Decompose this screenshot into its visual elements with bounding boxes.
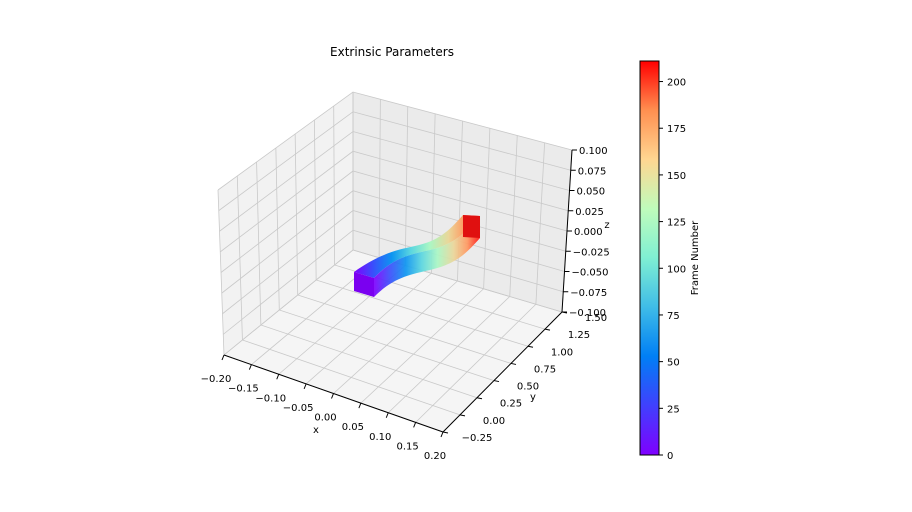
z-tick-label: −0.100 [569, 308, 606, 319]
colorbar-tick-label: 75 [667, 311, 680, 322]
z-grid-line [223, 249, 563, 356]
y-tick-label: 0.75 [534, 364, 556, 375]
colorbar-gradient [640, 61, 659, 455]
z-grid-line [222, 229, 564, 335]
y-axis-line [442, 311, 563, 433]
colorbar-tick-label: 25 [667, 404, 680, 415]
y-tick-mark [476, 397, 483, 400]
z-axis-label: z [604, 220, 609, 231]
y-axis-label: y [530, 392, 536, 403]
z-grid-line [220, 170, 568, 273]
y-axis-ticks: −0.25 0.00 0.25 0.50 0.75 1.00 1.25 1.50 [442, 311, 607, 444]
y-tick-label: 1.25 [568, 330, 590, 341]
z-grid-line [222, 210, 565, 315]
z-tick-label: −0.025 [573, 247, 610, 258]
z-grid-line [221, 190, 566, 294]
z-grid-line [219, 131, 570, 232]
x-tick-label: 0.00 [314, 413, 336, 424]
y-tick-mark [527, 345, 534, 348]
y-tick-label: 1.00 [551, 347, 573, 358]
colorbar-tick-label: 0 [667, 451, 673, 462]
colorbar-tick-label: 200 [667, 78, 686, 89]
x-tick-mark [413, 422, 417, 428]
colorbar-label: Frame Number [690, 220, 701, 295]
y-tick-mark [493, 380, 500, 383]
x-tick-mark [331, 393, 334, 399]
z-tick-label: 0.025 [575, 207, 604, 218]
z-tick-label: 0.050 [577, 187, 606, 198]
y-tick-label: 0.00 [483, 416, 505, 427]
x-tick-label: 0.05 [342, 422, 364, 433]
y-tick-label: 0.50 [517, 382, 539, 393]
colorbar-tick-label: 50 [667, 358, 680, 369]
floor-pane [224, 250, 562, 432]
y-tick-label: −0.25 [462, 433, 493, 444]
z-grid-line [218, 111, 571, 211]
colorbar-tick-label: 100 [667, 264, 686, 275]
y-tick-mark [442, 431, 449, 434]
x-tick-label: 0.20 [424, 451, 446, 462]
x-tick-mark [221, 354, 225, 361]
colorbar-tick-label: 125 [667, 218, 686, 229]
chart-title: Extrinsic Parameters [330, 45, 454, 59]
z-tick-label: 0.000 [574, 227, 603, 238]
x-tick-mark [385, 412, 389, 418]
left-pane [218, 92, 353, 355]
z-tick-label: −0.050 [572, 268, 609, 279]
y-tick-mark [544, 328, 551, 331]
trajectory-top-face [354, 215, 480, 278]
x-axis-label: x [313, 425, 319, 436]
x-tick-label: −0.10 [255, 393, 286, 404]
y-tick-label: 0.25 [500, 399, 522, 410]
x-tick-mark [440, 431, 444, 438]
colorbar-frame [639, 60, 660, 456]
colorbar-tick-label: 150 [667, 171, 686, 182]
x-tick-mark [276, 374, 280, 380]
x-tick-label: 0.10 [369, 432, 391, 443]
colorbar-ticks: 0 25 50 75 100 125 150 175 200 [659, 78, 686, 462]
z-grid-line [220, 150, 569, 253]
x-tick-label: 0.15 [396, 441, 418, 452]
y-tick-mark [510, 362, 517, 365]
z-tick-label: −0.075 [570, 288, 607, 299]
camera-trajectory [354, 215, 480, 297]
trajectory-side-face [374, 216, 480, 297]
trajectory-end-cap [463, 215, 480, 238]
x-tick-mark [303, 383, 307, 390]
z-axis-ticks: 0.100 0.075 0.050 0.025 0.000 −0.025 −0.050 −0.… [562, 146, 610, 319]
z-grid-line [217, 91, 573, 191]
x-tick-label: −0.15 [228, 384, 259, 395]
x-tick-mark [358, 402, 362, 409]
z-tick-label: 0.075 [578, 166, 607, 177]
z-tick-label: 0.100 [579, 146, 608, 157]
x-axis-ticks: −0.20−0.15−0.10−0.050.00 0.05 0.10 0.15 0.20 [201, 354, 446, 462]
x-tick-label: −0.05 [283, 403, 314, 414]
colorbar-tick-label: 175 [667, 124, 686, 135]
trajectory-front-face [354, 272, 374, 297]
x-tick-mark [248, 364, 252, 370]
y-tick-label: 1.50 [585, 313, 607, 324]
y-tick-mark [459, 414, 466, 417]
colorbar: 0 25 50 75 100 125 150 175 200 Frame Number [639, 60, 701, 462]
x-tick-label: −0.20 [201, 374, 232, 385]
